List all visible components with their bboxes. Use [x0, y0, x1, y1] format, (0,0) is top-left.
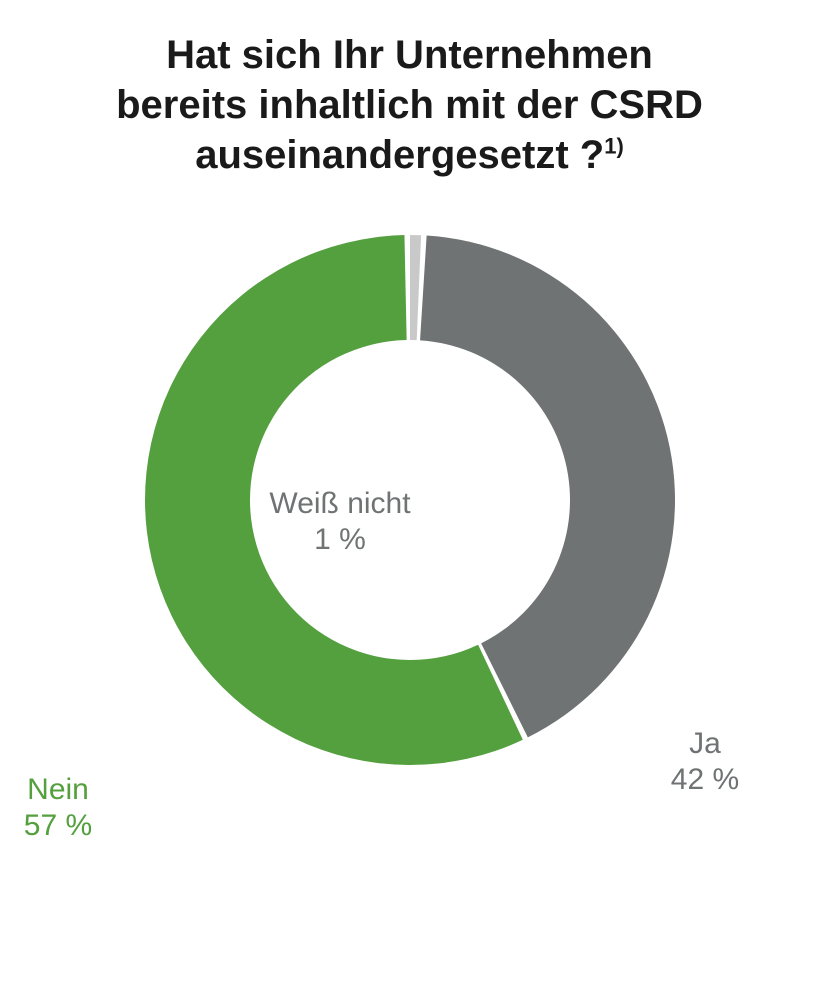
slice-label-weissnicht-name: Weiß nicht — [269, 487, 410, 520]
donut-slice-weissnicht — [410, 235, 421, 340]
slice-label-nein-pct: 57 % — [24, 808, 92, 844]
slice-label-weissnicht-pct: 1 % — [269, 522, 410, 558]
chart-title: Hat sich Ihr Unternehmen bereits inhaltl… — [0, 0, 819, 180]
slice-label-nein: Nein 57 % — [24, 772, 92, 844]
title-footnote-marker: 1) — [604, 134, 624, 159]
slice-label-ja-name: Ja — [689, 727, 721, 760]
slice-label-ja: Ja 42 % — [671, 726, 739, 798]
donut-chart-container: Weiß nicht 1 % Ja 42 % Nein 57 % — [0, 220, 819, 780]
slice-label-nein-name: Nein — [27, 773, 89, 806]
slice-label-ja-pct: 42 % — [671, 762, 739, 798]
title-line-1: Hat sich Ihr Unternehmen — [0, 30, 819, 80]
title-line-3: auseinandergesetzt ?1) — [0, 130, 819, 180]
slice-label-weissnicht: Weiß nicht 1 % — [269, 486, 410, 558]
title-line-3-text: auseinandergesetzt ? — [195, 133, 604, 177]
title-line-2: bereits inhaltlich mit der CSRD — [0, 80, 819, 130]
